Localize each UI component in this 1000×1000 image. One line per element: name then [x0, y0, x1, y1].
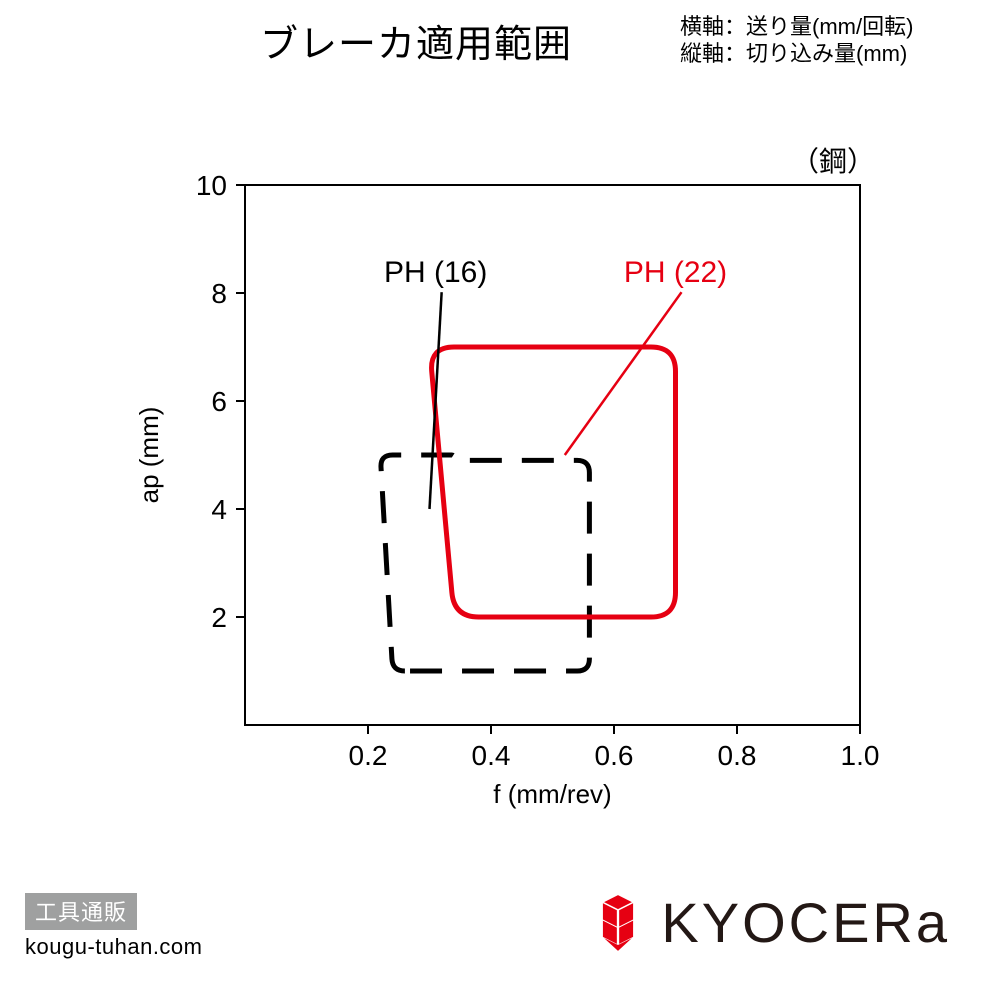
brand-name: KYOCERa: [661, 890, 950, 955]
svg-text:PH (22): PH (22): [624, 256, 727, 289]
svg-text:4: 4: [211, 494, 227, 525]
vendor-badge: 工具通販: [25, 893, 137, 930]
page-title: ブレーカ適用範囲: [260, 13, 572, 68]
svg-text:0.6: 0.6: [595, 740, 634, 771]
svg-text:8: 8: [211, 278, 227, 309]
svg-text:0.8: 0.8: [718, 740, 757, 771]
svg-text:ap (mm): ap (mm): [134, 407, 164, 504]
svg-text:PH (16): PH (16): [384, 256, 487, 289]
axis-notes: 横軸：送り量(mm/回転) 縦軸：切り込み量(mm): [680, 13, 913, 68]
axis-note-y: 縦軸：切り込み量(mm): [680, 40, 913, 68]
svg-text:6: 6: [211, 386, 227, 417]
brand-logo: KYOCERa: [589, 890, 950, 955]
svg-text:0.2: 0.2: [349, 740, 388, 771]
application-range-chart: 0.2 0.4 0.6 0.8 1.0 2 4 6 8 10 f (mm/rev) ap (mm) PH…: [130, 175, 880, 815]
svg-text:0.4: 0.4: [472, 740, 511, 771]
svg-text:2: 2: [211, 602, 227, 633]
svg-text:1.0: 1.0: [841, 740, 880, 771]
material-label: （鋼）: [791, 140, 875, 180]
site-url: kougu-tuhan.com: [25, 934, 203, 960]
svg-text:10: 10: [196, 175, 227, 201]
axis-note-x: 横軸：送り量(mm/回転): [680, 13, 913, 41]
svg-text:f (mm/rev): f (mm/rev): [493, 779, 611, 809]
brand-icon: [589, 894, 647, 952]
